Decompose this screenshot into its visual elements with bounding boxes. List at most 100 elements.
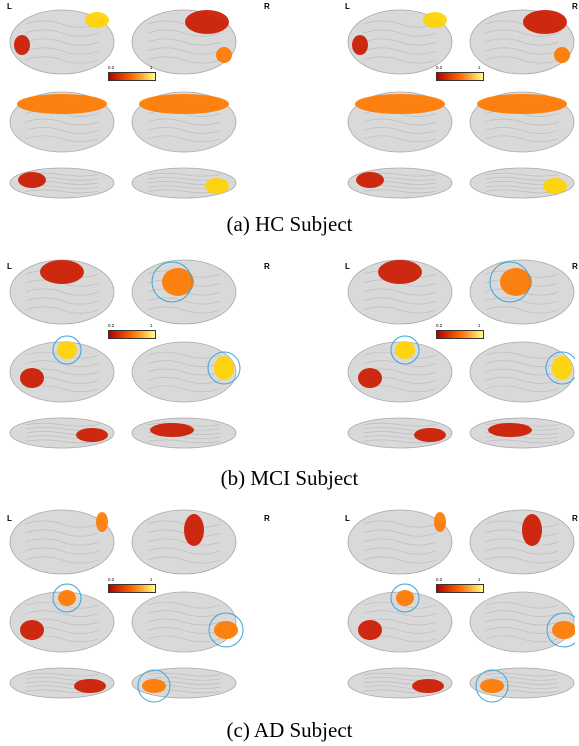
activation-region	[20, 368, 44, 388]
sulcus-line	[363, 422, 437, 427]
hemisphere-right-label: R	[264, 262, 270, 271]
sulcus-line	[363, 38, 437, 46]
sulcus-line	[147, 601, 221, 609]
activation-region	[522, 514, 542, 546]
colorbar-gradient	[436, 72, 484, 81]
activation-region	[214, 356, 234, 380]
sulcus-line	[25, 520, 99, 528]
sulcus-line	[363, 306, 437, 314]
sulcus-line	[485, 127, 559, 134]
colorbar-gradient	[108, 330, 156, 339]
activation-region	[142, 679, 166, 693]
activation-region	[14, 35, 30, 55]
sulcus-line	[363, 288, 437, 296]
sulcus-line	[363, 672, 437, 677]
sulcus-line	[363, 135, 437, 143]
colorbar-max-label: 1	[478, 577, 481, 582]
sulcus-line	[25, 618, 99, 626]
sulcus-line	[147, 676, 221, 681]
activation-region	[480, 679, 504, 693]
highlight-circle	[390, 335, 420, 365]
sulcus-line	[25, 547, 99, 555]
sulcus-line	[147, 306, 221, 314]
activation-region	[18, 172, 46, 188]
sulcus-line	[147, 29, 221, 37]
sulcus-line	[485, 635, 559, 643]
sulcus-line	[25, 306, 99, 314]
sulcus-line	[25, 56, 99, 64]
activation-region	[162, 268, 194, 296]
colorbar-max-label: 1	[150, 65, 153, 70]
activation-region	[57, 341, 77, 359]
activation-region	[552, 621, 575, 639]
sulcus-line	[25, 538, 99, 546]
highlight-circle	[137, 669, 171, 703]
sulcus-line	[147, 351, 221, 359]
activation-region	[17, 94, 107, 114]
brain-surface-views	[347, 259, 575, 449]
sulcus-line	[485, 377, 559, 384]
hemisphere-right-label: R	[572, 2, 578, 11]
activation-region	[358, 620, 382, 640]
highlight-circle	[546, 612, 575, 648]
activation-region	[74, 679, 106, 693]
colorbar: 0.2 1	[436, 577, 484, 593]
brain-surface-views	[347, 509, 575, 703]
sulcus-line	[25, 529, 99, 537]
colorbar-min-label: 0.2	[436, 65, 443, 70]
sulcus-line	[25, 47, 99, 55]
sulcus-line	[363, 547, 437, 555]
caption-hc: (a) HC Subject	[226, 212, 353, 236]
activation-region	[40, 260, 84, 284]
highlight-circle	[52, 335, 82, 365]
sulcus-line	[485, 601, 559, 609]
activation-region	[139, 94, 229, 114]
colorbar-min-label: 0.2	[108, 323, 115, 328]
activation-region	[378, 260, 422, 284]
sulcus-line	[25, 601, 99, 609]
sulcus-line	[147, 439, 221, 444]
sulcus-line	[147, 360, 221, 367]
hemisphere-right-label: R	[264, 2, 270, 11]
sulcus-line	[147, 118, 221, 126]
sulcus-line	[147, 38, 221, 46]
sulcus-line	[147, 435, 221, 440]
activation-region	[205, 178, 229, 194]
sulcus-line	[25, 118, 99, 126]
panel-mci-left: L R 0.2 1	[2, 250, 287, 462]
activation-region	[352, 35, 368, 55]
sulcus-line	[25, 439, 99, 444]
colorbar-min-label: 0.2	[108, 65, 115, 70]
sulcus-line	[363, 556, 437, 564]
activation-region	[216, 47, 232, 63]
sulcus-line	[147, 172, 221, 177]
colorbar: 0.2 1	[436, 323, 484, 339]
activation-region	[554, 47, 570, 63]
hemisphere-left-label: L	[345, 262, 350, 271]
sulcus-line	[363, 618, 437, 626]
activation-region	[396, 590, 414, 606]
row-hc: L R 0.2 1 L R 0.2 1 (a) HC Subject	[0, 0, 579, 240]
panel-hc-right: L R 0.2 1	[290, 0, 578, 212]
colorbar: 0.2 1	[436, 65, 484, 81]
activation-region	[488, 423, 532, 437]
colorbar: 0.2 1	[108, 65, 156, 81]
hemisphere-right-label: R	[264, 514, 270, 523]
row-mci: L R 0.2 1 L R 0.2 1 (b) MCI Subject	[0, 250, 579, 490]
sulcus-line	[363, 610, 437, 617]
activation-region	[423, 12, 447, 28]
sulcus-line	[25, 29, 99, 37]
colorbar-max-label: 1	[478, 323, 481, 328]
sulcus-line	[25, 610, 99, 617]
sulcus-line	[485, 189, 559, 194]
sulcus-line	[147, 127, 221, 134]
caption-mci: (b) MCI Subject	[220, 466, 359, 490]
sulcus-line	[485, 676, 559, 681]
sulcus-line	[485, 172, 559, 177]
sulcus-line	[485, 38, 559, 46]
sulcus-line	[363, 601, 437, 609]
sulcus-line	[147, 627, 221, 634]
sulcus-line	[485, 672, 559, 677]
sulcus-line	[363, 189, 437, 194]
activation-region	[58, 590, 76, 606]
